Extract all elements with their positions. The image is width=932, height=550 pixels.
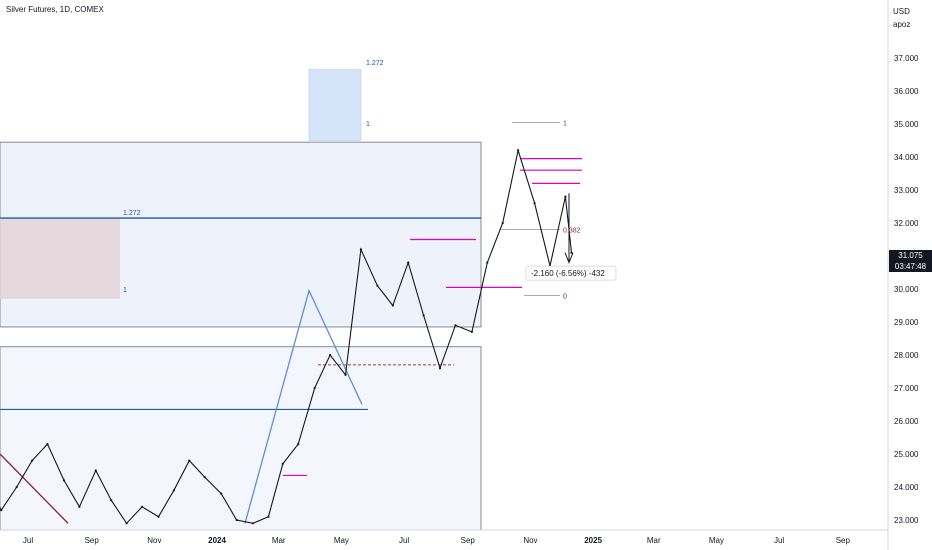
y-tick-label: 36.000 [894, 87, 919, 96]
series-layer [0, 148, 573, 525]
price-point [359, 248, 362, 251]
x-tick-label: Sep [461, 536, 476, 545]
price-point [422, 314, 425, 317]
measure-box [525, 265, 617, 281]
x-tick-label: Jul [399, 536, 409, 545]
price-point [407, 261, 410, 264]
projection-box [308, 69, 362, 141]
price-point [517, 149, 520, 152]
x-tick-label: Nov [147, 536, 161, 545]
y-tick-label: 23.000 [894, 516, 919, 525]
currency-label[interactable]: USD apoz [893, 5, 910, 31]
fib-label: 0 [563, 294, 567, 301]
range-box-lower [0, 346, 482, 531]
fib-label: 1.272 [123, 210, 141, 217]
price-point [141, 505, 144, 508]
price-point [203, 476, 206, 479]
price-point [570, 251, 573, 254]
price-point [470, 330, 473, 333]
triangle-pattern [244, 288, 363, 524]
supply-zone [0, 218, 120, 299]
x-tick-label: May [334, 536, 349, 545]
fib-label: 1 [563, 120, 567, 127]
x-tick-label: 2025 [584, 536, 602, 545]
last-price: 31.075 [898, 251, 923, 260]
fib-label: 1.272 [366, 60, 384, 67]
price-point [78, 505, 81, 508]
currency-code: USD [893, 7, 910, 16]
bar-countdown: 03:47:48 [894, 262, 927, 271]
price-point [125, 522, 128, 525]
fib-label: 0.382 [563, 228, 581, 235]
fib-label: 1 [123, 287, 127, 294]
price-point [486, 261, 489, 264]
y-tick-label: 34.000 [894, 153, 919, 162]
price-point [267, 515, 270, 518]
y-tick-label: 35.000 [894, 120, 919, 129]
y-tick-label: 24.000 [894, 483, 919, 492]
measure-label: -2.160 (-6.56%) -432 [531, 269, 605, 278]
x-tick-label: Mar [272, 536, 286, 545]
y-tick-label: 37.000 [894, 54, 919, 63]
price-point [391, 304, 394, 307]
y-tick-label: 28.000 [894, 351, 919, 360]
y-tick-label: 32.000 [894, 219, 919, 228]
price-point [251, 522, 255, 525]
price-point [15, 485, 18, 489]
chart-title: Silver Futures, 1D, COMEX [6, 5, 104, 14]
time-axis-layer: Jul Sep Nov 2024 Mar May Jul Sep Nov 2025 Mar May Ju… [0, 529, 888, 545]
price-point [220, 492, 223, 495]
currency-sub: apoz [893, 20, 911, 29]
y-tick-label: 25.000 [894, 450, 919, 459]
price-axis-layer: 23.000 24.000 25.000 26.000 27.000 28.000 29.0… [887, 0, 919, 550]
x-tick-label: 2024 [208, 536, 226, 545]
descending-trendline [0, 453, 69, 524]
fib-label: 1 [366, 121, 370, 128]
price-point [157, 515, 160, 518]
price-point [297, 443, 300, 446]
price-point [46, 443, 49, 446]
price-point [94, 469, 97, 472]
price-point [313, 386, 316, 390]
last-price-tag: 31.075 03:47:48 [889, 250, 932, 272]
drawings-layer [0, 121, 582, 524]
labels-layer: 1.272 1 1.272 1 1 0.382 0 -2.160 (-6.56%) -432 [123, 60, 617, 301]
price-point [110, 499, 113, 502]
y-tick-label: 33.000 [894, 186, 919, 195]
price-point [344, 373, 347, 376]
price-point [172, 489, 175, 492]
price-point [438, 367, 442, 370]
x-tick-label: Jul [774, 536, 784, 545]
measure-arrow-head [564, 252, 574, 264]
x-tick-label: Sep [85, 536, 100, 545]
x-tick-label: Jul [23, 536, 33, 545]
price-point [281, 462, 284, 465]
price-point [564, 195, 567, 198]
price-point [0, 509, 3, 512]
y-tick-label: 27.000 [894, 384, 919, 393]
price-point [235, 518, 238, 522]
price-point [501, 221, 504, 225]
y-tick-label: 29.000 [894, 318, 919, 327]
zones-layer [0, 69, 482, 531]
x-tick-label: Sep [836, 536, 851, 545]
y-tick-label: 26.000 [894, 417, 919, 426]
price-point [454, 324, 457, 327]
y-tick-label: 30.000 [894, 285, 919, 294]
price-point [30, 459, 34, 462]
price-point [188, 459, 191, 462]
x-tick-label: Mar [647, 536, 661, 545]
x-tick-label: May [709, 536, 724, 545]
price-point [533, 202, 536, 205]
price-point [376, 284, 379, 287]
price-point [329, 353, 332, 357]
price-point [62, 479, 66, 482]
x-tick-label: Nov [523, 536, 537, 545]
